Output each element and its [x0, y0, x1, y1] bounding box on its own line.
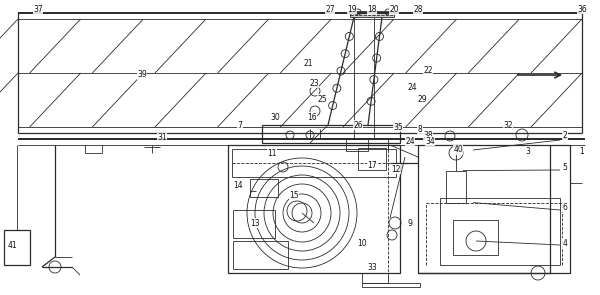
Bar [453, 220, 498, 255]
Text: 36: 36 [577, 4, 587, 14]
Text: 25: 25 [317, 94, 327, 104]
Text: 14: 14 [233, 181, 243, 189]
Text: 37: 37 [33, 4, 43, 14]
Text: 22: 22 [423, 66, 433, 76]
Bar [362, 283, 420, 287]
Text: 16: 16 [307, 112, 317, 122]
Text: 40: 40 [453, 145, 463, 155]
Bar [446, 171, 466, 203]
Text: 9: 9 [407, 219, 412, 227]
Bar [350, 11, 394, 17]
Text: 24: 24 [405, 137, 415, 145]
Text: 34: 34 [425, 137, 435, 145]
Text: 4: 4 [563, 238, 568, 248]
Text: 8: 8 [418, 125, 422, 135]
Text: 18: 18 [367, 6, 377, 14]
Text: 27: 27 [325, 6, 335, 14]
Text: 28: 28 [413, 4, 423, 14]
Text: 35: 35 [393, 122, 403, 132]
Text: 39: 39 [137, 71, 147, 79]
Text: 24: 24 [407, 83, 417, 91]
Text: 38: 38 [423, 130, 433, 140]
Bar [4, 230, 30, 265]
Text: 23: 23 [309, 78, 319, 88]
Text: 12: 12 [391, 165, 401, 173]
Bar [440, 199, 560, 265]
Bar [232, 149, 396, 177]
Text: 29: 29 [417, 94, 427, 104]
Text: 30: 30 [270, 112, 280, 122]
Bar [418, 145, 570, 273]
Text: 32: 32 [503, 120, 513, 130]
Bar [358, 148, 386, 170]
Text: 17: 17 [367, 160, 377, 170]
Text: 5: 5 [563, 163, 568, 171]
Text: 6: 6 [563, 202, 568, 212]
Text: 15: 15 [289, 191, 299, 199]
Bar [250, 179, 278, 197]
Text: 3: 3 [526, 147, 530, 155]
Text: 33: 33 [367, 263, 377, 271]
Text: 26: 26 [353, 120, 363, 130]
Text: 41: 41 [7, 240, 17, 250]
Text: 2: 2 [563, 130, 568, 140]
Text: 13: 13 [250, 219, 260, 227]
Text: 1: 1 [580, 147, 584, 155]
Bar [346, 139, 368, 151]
Text: 10: 10 [357, 238, 367, 248]
Text: 31: 31 [157, 134, 167, 142]
Text: 20: 20 [389, 6, 399, 14]
Bar [233, 210, 275, 238]
Text: 21: 21 [303, 58, 313, 68]
Text: 19: 19 [347, 4, 357, 14]
Text: 11: 11 [267, 148, 277, 158]
Bar [233, 241, 288, 269]
Bar [262, 125, 400, 143]
Text: 7: 7 [238, 120, 242, 130]
Bar [228, 145, 400, 273]
